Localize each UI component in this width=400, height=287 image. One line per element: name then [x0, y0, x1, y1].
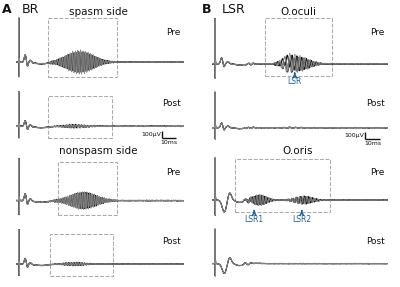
Text: O.oris: O.oris — [283, 146, 313, 156]
Bar — [58, 162, 117, 215]
Bar — [50, 234, 114, 276]
Text: spasm side: spasm side — [68, 7, 128, 17]
Bar — [265, 18, 332, 76]
Text: 100μV: 100μV — [142, 132, 161, 137]
Text: Post: Post — [162, 99, 181, 108]
Text: Post: Post — [366, 99, 384, 108]
Text: 10ms: 10ms — [364, 141, 381, 146]
Text: Pre: Pre — [166, 168, 181, 177]
Text: Post: Post — [366, 237, 384, 246]
Text: BR: BR — [22, 3, 39, 16]
Text: LSR: LSR — [288, 77, 302, 86]
Text: Pre: Pre — [166, 28, 181, 37]
Bar — [48, 96, 112, 138]
Text: B: B — [202, 3, 212, 16]
Text: 10ms: 10ms — [161, 140, 178, 145]
Bar — [48, 18, 117, 77]
Text: LSR2: LSR2 — [292, 215, 311, 224]
Text: Pre: Pre — [370, 28, 384, 37]
Text: O.oculi: O.oculi — [280, 7, 316, 17]
Text: A: A — [2, 3, 12, 16]
Text: nonspasm side: nonspasm side — [59, 146, 137, 156]
Text: 100μV: 100μV — [344, 133, 364, 138]
Bar — [235, 160, 330, 212]
Text: LSR1: LSR1 — [245, 215, 264, 224]
Text: Pre: Pre — [370, 168, 384, 177]
Text: Post: Post — [162, 237, 181, 246]
Text: LSR: LSR — [222, 3, 246, 16]
